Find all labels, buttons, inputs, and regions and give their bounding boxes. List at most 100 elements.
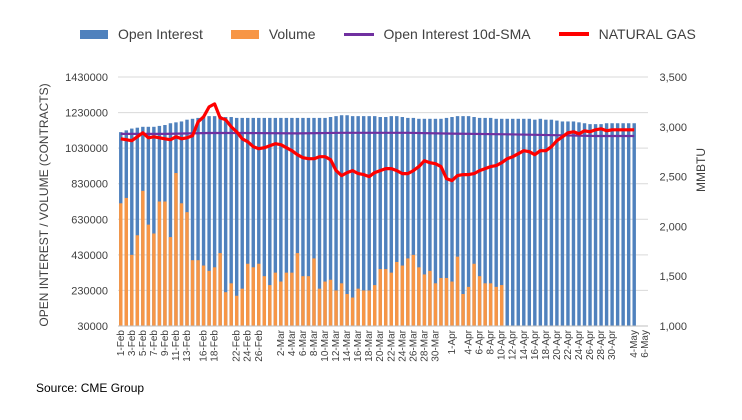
volume-bar [284, 272, 289, 326]
x-tick-label: 6-May [640, 330, 651, 358]
open-interest-bar [257, 117, 261, 326]
x-tick-label: 26-Feb [254, 330, 265, 362]
open-interest-bar [527, 118, 532, 326]
y2-tick-label: 1,500 [659, 271, 687, 283]
open-interest-bar [439, 118, 443, 326]
x-tick-label: 3-Feb [127, 330, 138, 357]
open-interest-bar [615, 123, 620, 327]
volume-bar [439, 277, 443, 326]
x-tick-label: 30-Apr [607, 329, 618, 360]
open-interest-bar [588, 124, 592, 326]
open-interest-bar [533, 119, 537, 326]
open-interest-bar [339, 115, 344, 327]
volume-bar [201, 265, 206, 326]
volume-bar [146, 224, 151, 326]
open-interest-bar [422, 118, 427, 326]
open-interest-bar [190, 118, 195, 326]
volume-bar [223, 292, 228, 326]
open-interest-bar [571, 121, 576, 327]
x-tick-label: 8-Apr [486, 329, 497, 354]
volume-bar [163, 201, 167, 326]
legend: Open Interest Volume Open Interest 10d-S… [80, 24, 724, 44]
volume-bar [157, 201, 162, 326]
x-tick-label: 10-Apr [497, 329, 508, 360]
series-lines [120, 102, 635, 183]
volume-bar [130, 254, 134, 326]
x-tick-label: 11-Feb [171, 330, 182, 361]
legend-swatch-sma [343, 32, 374, 36]
open-interest-bar [593, 124, 598, 326]
x-tick-label: 2-Mar [276, 329, 287, 356]
volume-bar [212, 267, 217, 326]
volume-bar [207, 270, 211, 326]
open-interest-bar [361, 116, 366, 326]
open-interest-bar [604, 123, 609, 327]
open-interest-bar [218, 116, 222, 326]
x-tick-label: 20-Apr [552, 329, 563, 360]
open-interest-bar [367, 116, 371, 326]
volume-bar [190, 260, 195, 326]
legend-swatch-natural-gas [558, 32, 589, 36]
volume-bar [295, 253, 300, 326]
legend-item-natural-gas: NATURAL GAS [558, 26, 696, 42]
open-interest-bar [505, 118, 509, 326]
volume-bar [196, 260, 200, 326]
x-tick-label: 5-Feb [138, 330, 149, 357]
open-interest-bar [345, 115, 349, 327]
x-tick-label: 18-Mar [364, 329, 375, 361]
y-tick-label: 830000 [71, 179, 108, 191]
open-interest-bar [384, 117, 388, 327]
open-interest-bar [290, 117, 294, 326]
x-tick-label: 28-Apr [596, 329, 607, 360]
legend-item-volume: Volume [230, 26, 316, 42]
x-tick-label: 12-Mar [331, 329, 342, 361]
open-interest-bar [323, 117, 327, 326]
open-interest-bar [251, 117, 255, 326]
x-tick-label: 14-Apr [519, 329, 530, 360]
right-axis-ticks: 1,000 1,500 2,000 2,500 3,000 3,500 [659, 72, 687, 333]
open-interest-bar [378, 117, 382, 327]
volume-bar [301, 276, 305, 326]
x-tick-label: 28-Mar [419, 329, 430, 361]
open-interest-bar [246, 117, 250, 326]
volume-bar [119, 203, 123, 326]
volume-bar [179, 203, 184, 326]
open-interest-bar [207, 116, 211, 326]
open-interest-bar [406, 117, 410, 326]
x-tick-label: 13-Feb [182, 330, 193, 362]
y-tick-label: 30000 [77, 321, 108, 333]
volume-bar [317, 288, 322, 326]
open-interest-bar [334, 116, 338, 326]
legend-label-natural-gas: NATURAL GAS [598, 26, 696, 42]
open-interest-bar [201, 117, 206, 327]
open-interest-bar [599, 124, 603, 326]
x-tick-label: 26-Apr [585, 329, 596, 360]
volume-bar [406, 258, 410, 326]
open-interest-bar [400, 117, 405, 327]
legend-label-open-interest: Open Interest [118, 26, 203, 42]
open-interest-bar [301, 117, 305, 326]
volume-bar [450, 281, 454, 326]
legend-label-sma: Open Interest 10d-SMA [383, 26, 531, 42]
legend-item-sma: Open Interest 10d-SMA [343, 26, 531, 42]
open-interest-bar [268, 117, 272, 326]
y2-tick-label: 1,000 [659, 321, 687, 333]
x-tick-label: 9-Feb [160, 330, 171, 357]
open-interest-bar [395, 116, 399, 326]
open-interest-bar [234, 117, 239, 326]
volume-bar [499, 285, 504, 326]
x-tick-label: 20-Mar [375, 329, 386, 361]
volume-bar [395, 261, 399, 326]
legend-swatch-open-interest [80, 29, 108, 39]
legend-label-volume: Volume [268, 26, 316, 42]
volume-bar [384, 269, 388, 326]
volume-bar [339, 283, 344, 326]
volume-bar [417, 267, 421, 326]
open-interest-bar [522, 118, 526, 326]
open-interest-bar [472, 117, 476, 327]
y-tick-label: 1430000 [65, 72, 108, 84]
y2-tick-label: 3,000 [659, 122, 687, 134]
volume-bar [218, 253, 222, 326]
volume-bar [472, 263, 476, 326]
x-tick-label: 22-Mar [386, 329, 397, 361]
